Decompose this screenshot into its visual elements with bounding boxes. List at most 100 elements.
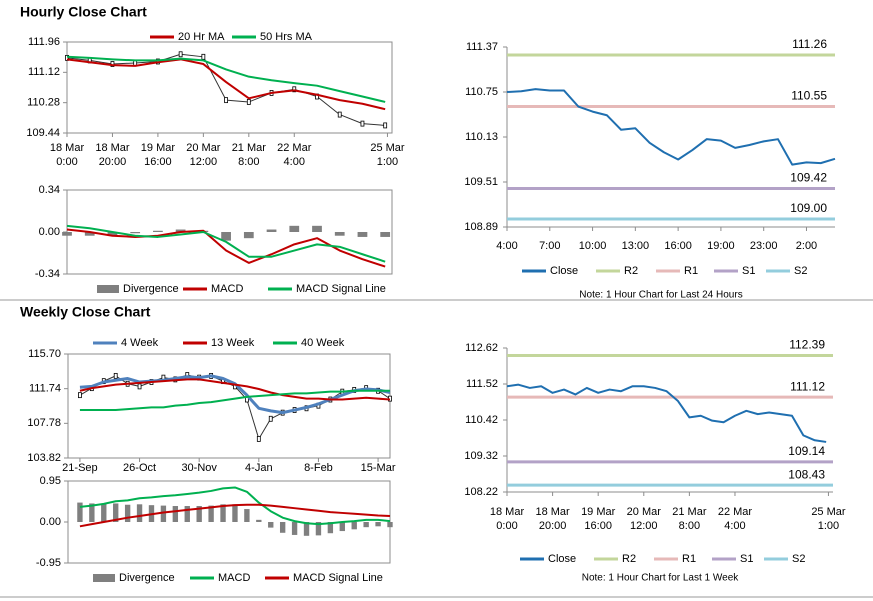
series-line xyxy=(66,55,386,103)
y-tick-label: 0.00 xyxy=(39,226,60,238)
divergence-bar xyxy=(84,232,95,236)
legend-swatch xyxy=(97,285,119,293)
divergence-bar xyxy=(184,506,190,522)
y-tick-label: 110.75 xyxy=(465,86,498,98)
x-tick-label: 16:00 xyxy=(664,240,692,252)
x-tick-label: 18 Mar 20:00 xyxy=(535,506,570,532)
x-tick-label: 8-Feb xyxy=(304,462,333,474)
y-tick-label: 110.28 xyxy=(27,97,60,109)
series-line xyxy=(66,224,386,263)
y-tick-label: 107.78 xyxy=(27,417,61,429)
y-tick-label: 109.44 xyxy=(26,127,60,139)
price-marker xyxy=(224,97,228,104)
y-tick-label: 108.89 xyxy=(464,221,498,233)
divergence-bar xyxy=(136,504,143,522)
divergence-bar xyxy=(196,506,202,522)
divergence-bar xyxy=(375,522,381,527)
divergence-bar xyxy=(101,503,107,522)
series-line xyxy=(79,486,391,526)
x-tick-label: 15-Mar xyxy=(361,462,396,474)
pivot-value-label: 111.26 xyxy=(792,37,827,51)
pivot-value-label: 111.12 xyxy=(790,379,825,393)
price-marker xyxy=(337,111,342,118)
y-tick-label: 111.52 xyxy=(466,378,498,390)
price-marker xyxy=(360,120,365,127)
legend-label: MACD Signal Line xyxy=(296,283,386,295)
legend-label: S1 xyxy=(740,553,753,565)
y-tick-label: 108.22 xyxy=(464,486,498,498)
series-line xyxy=(506,383,827,443)
x-tick-label: 19:00 xyxy=(707,240,735,252)
legend-label: Close xyxy=(550,265,578,277)
divergence-bar xyxy=(380,232,391,237)
x-tick-label: 18 Mar 0:00 xyxy=(50,142,85,168)
y-tick-label: -0.34 xyxy=(35,268,60,280)
divergence-bar xyxy=(130,232,141,234)
y-tick-label: 0.95 xyxy=(40,475,61,487)
legend-label: S2 xyxy=(794,265,807,277)
x-tick-label: 20 Mar 12:00 xyxy=(186,142,221,168)
pivot-value-label: 109.00 xyxy=(790,201,827,215)
legend-label: MACD xyxy=(218,572,250,584)
pivot-value-label: 110.55 xyxy=(791,89,827,103)
x-tick-label: 26-Oct xyxy=(123,462,156,474)
x-tick-label: 22 Mar 4:00 xyxy=(277,142,312,168)
chart-note: Note: 1 Hour Chart for Last 1 Week xyxy=(582,573,740,584)
divergence-bar xyxy=(363,522,369,528)
x-tick-label: 13:00 xyxy=(622,240,650,252)
x-tick-label: 19 Mar 16:00 xyxy=(581,506,616,532)
divergence-bar xyxy=(160,505,167,522)
plot-frame xyxy=(66,41,393,134)
y-tick-label: 115.70 xyxy=(28,348,61,360)
legend-label: R2 xyxy=(622,553,636,565)
y-tick-label: 112.62 xyxy=(465,342,498,354)
divergence-bar xyxy=(113,503,119,522)
divergence-bar xyxy=(244,509,250,522)
divergence-bar xyxy=(220,504,226,522)
y-tick-label: 109.51 xyxy=(464,176,498,188)
divergence-bar xyxy=(243,232,254,239)
x-tick-label: 18 Mar 20:00 xyxy=(95,142,130,168)
price-marker xyxy=(383,122,388,129)
divergence-bar xyxy=(351,522,357,530)
divergence-bar xyxy=(303,522,310,536)
y-tick-label: 109.32 xyxy=(464,450,498,462)
divergence-bar xyxy=(77,502,83,522)
divergence-bar xyxy=(266,229,277,232)
price-marker xyxy=(178,51,183,58)
divergence-bar xyxy=(289,225,300,232)
price-marker xyxy=(292,86,297,93)
divergence-bar xyxy=(62,232,72,236)
x-tick-label: 10:00 xyxy=(579,240,607,252)
section-title: Weekly Close Chart xyxy=(20,304,151,320)
divergence-bar xyxy=(279,522,286,533)
divergence-bar xyxy=(327,522,334,534)
divergence-bar xyxy=(339,522,345,532)
x-tick-label: 22 Mar 4:00 xyxy=(718,506,753,532)
price-marker xyxy=(201,53,206,60)
x-tick-label: 20 Mar 12:00 xyxy=(627,506,662,532)
y-tick-label: 111.74 xyxy=(29,383,61,395)
chart-note: Note: 1 Hour Chart for Last 24 Hours xyxy=(579,290,742,301)
legend-label: Divergence xyxy=(123,283,179,295)
legend-label: R2 xyxy=(624,265,638,277)
y-tick-label: 110.42 xyxy=(465,414,498,426)
x-tick-label: 25 Mar 1:00 xyxy=(370,142,405,168)
divergence-bar xyxy=(172,506,179,522)
price-marker xyxy=(246,99,251,105)
divergence-bar xyxy=(315,522,322,536)
x-tick-label: 19 Mar 16:00 xyxy=(141,142,176,168)
divergence-bar xyxy=(232,504,238,522)
price-marker xyxy=(65,54,69,61)
x-tick-label: 18 Mar 0:00 xyxy=(490,506,525,532)
x-tick-label: 4:00 xyxy=(496,240,517,252)
y-tick-label: 111.12 xyxy=(28,66,60,78)
legend-label: S1 xyxy=(742,265,755,277)
legend-label: MACD Signal Line xyxy=(293,572,383,584)
series-line xyxy=(66,58,386,111)
series-line xyxy=(79,378,391,401)
y-tick-label: 0.00 xyxy=(40,516,61,528)
legend-label: S2 xyxy=(792,553,805,565)
divergence-bar xyxy=(153,230,163,232)
legend-label: 40 Week xyxy=(301,337,345,349)
